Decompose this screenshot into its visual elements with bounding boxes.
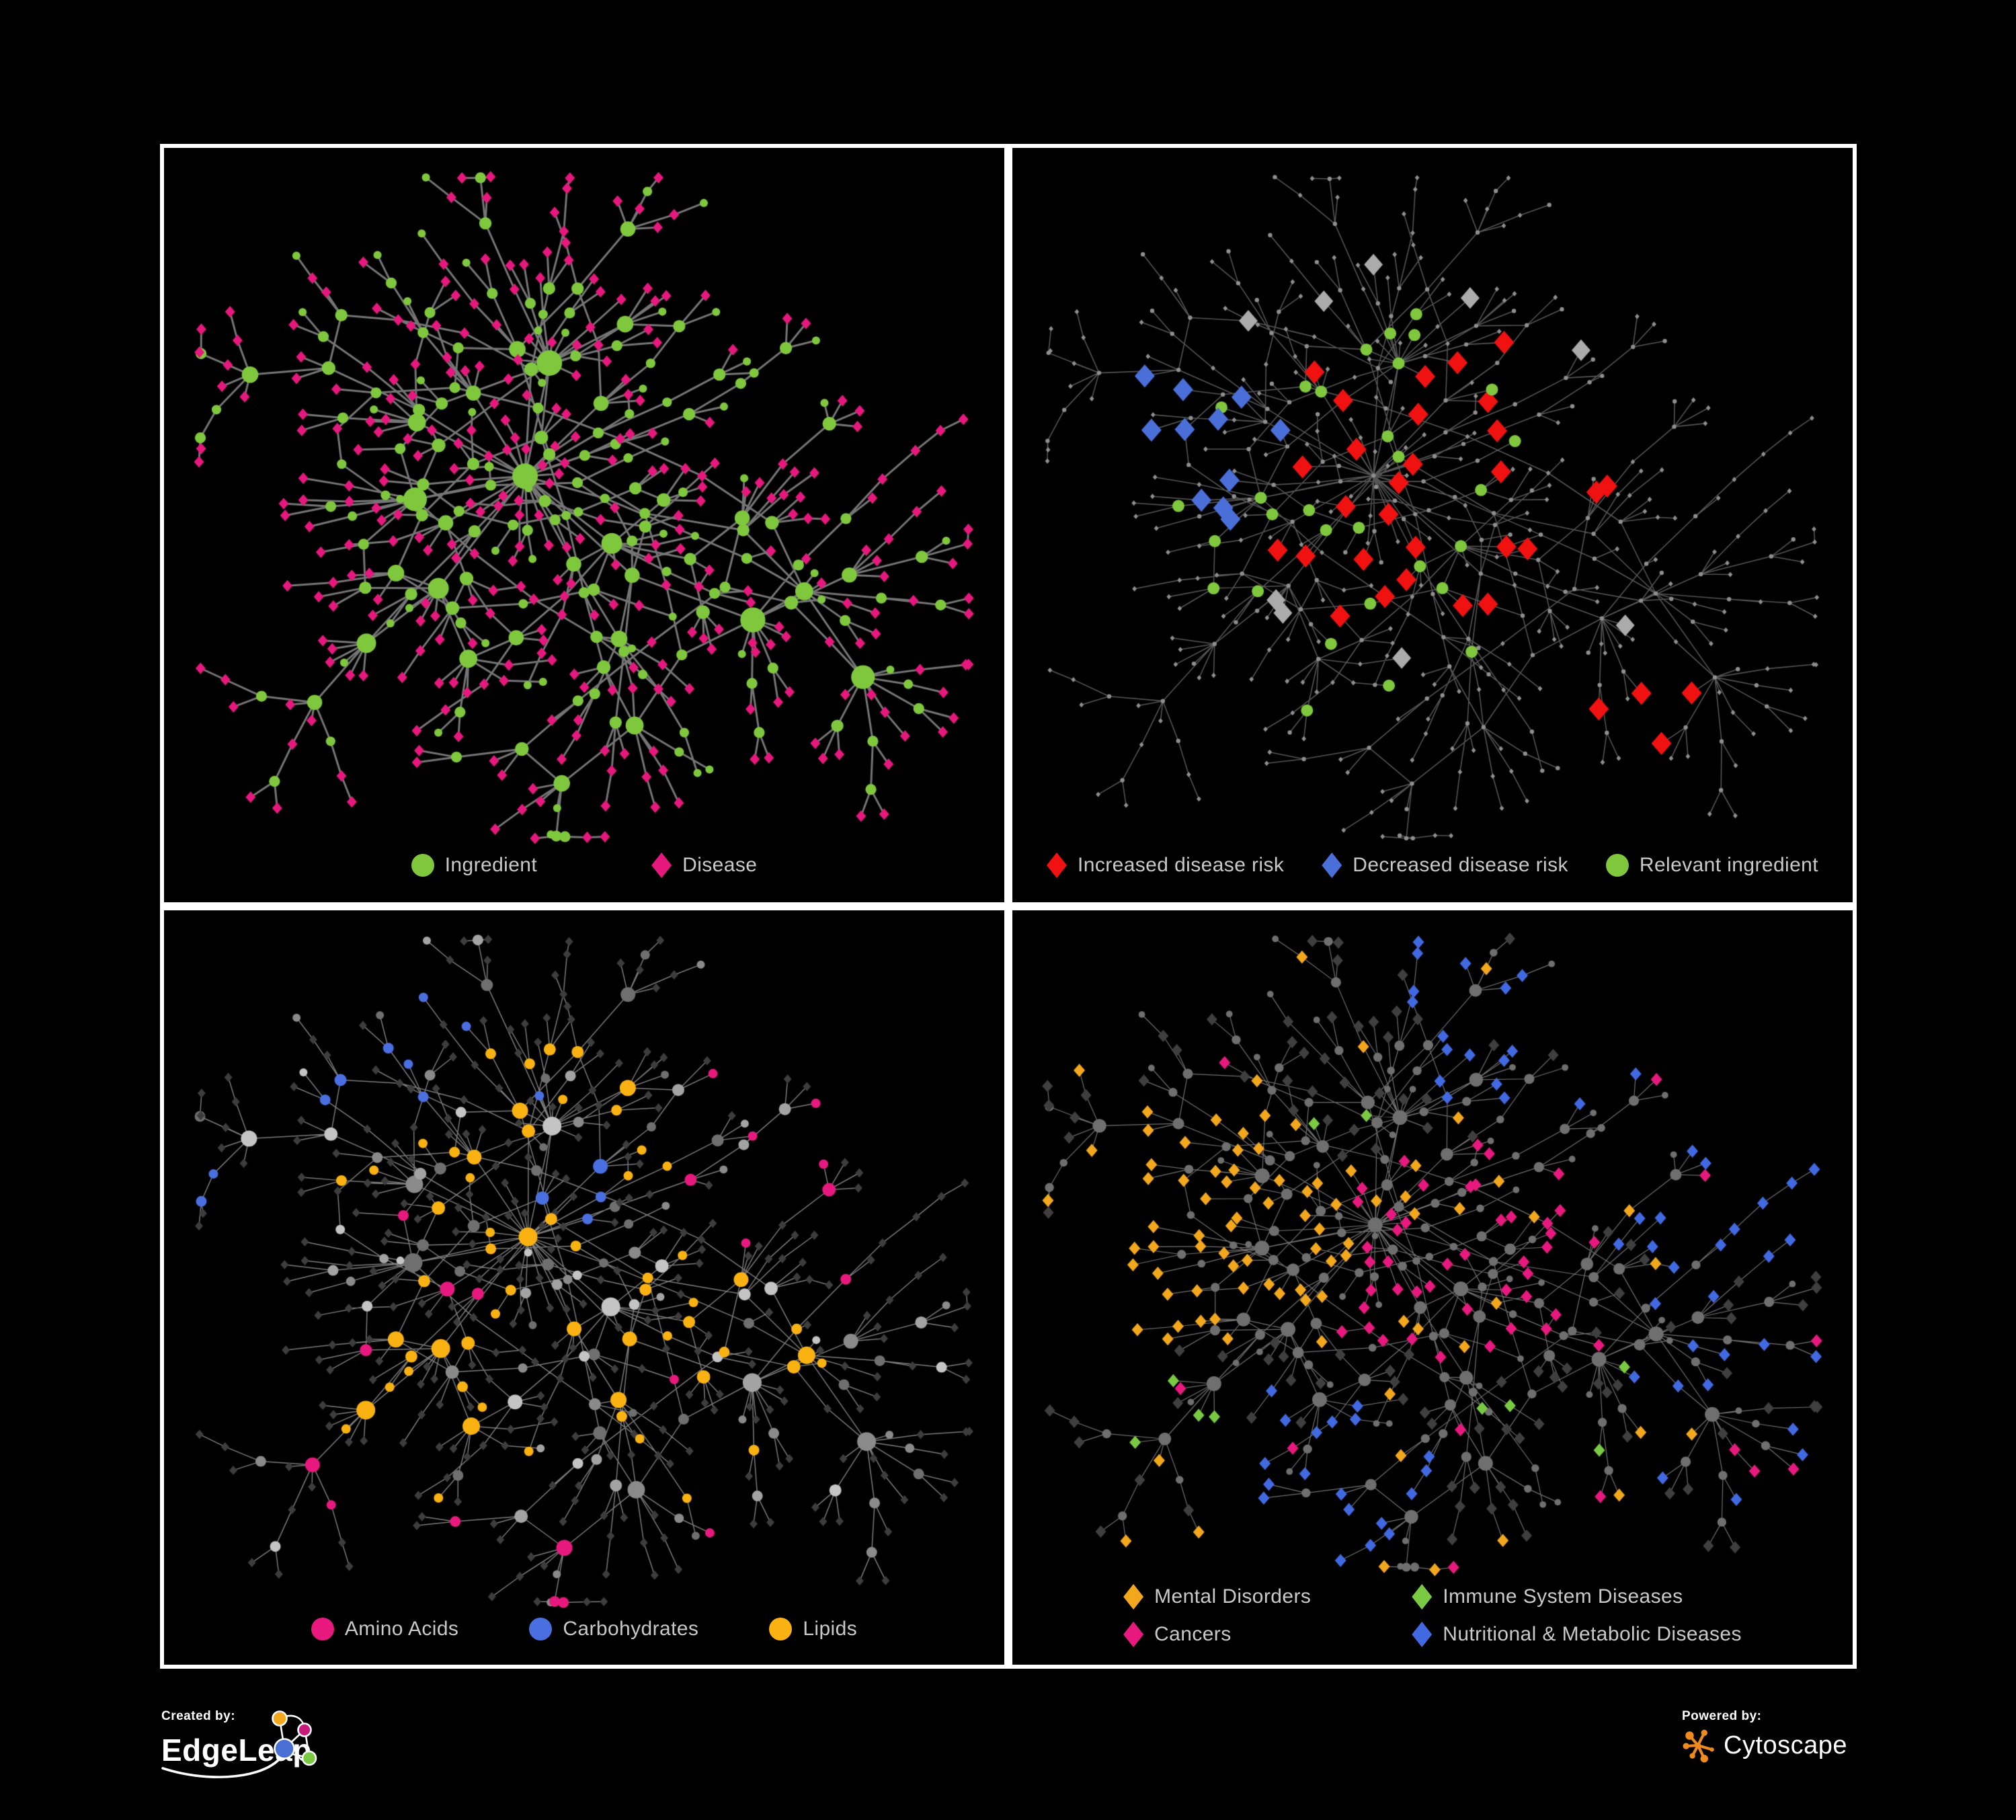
network-view-disease-risk [1012,148,1853,848]
panel-disease-risk: Increased disease risk Decreased disease… [1008,144,1857,906]
network-view-ingredient-disease [164,148,1004,848]
carbohydrates-circle-icon [529,1618,553,1640]
legend-item-disease: Disease [651,853,757,878]
panel-nutrient-classes: Amino Acids Carbohydrates Lipids [160,906,1008,1669]
legend-label: Immune System Diseases [1443,1585,1683,1608]
immune-system-diamond-icon [1412,1584,1433,1610]
legend-item-decreased-risk: Decreased disease risk [1322,853,1568,878]
legend-label: Carbohydrates [563,1618,699,1640]
legend-item-increased-risk: Increased disease risk [1047,853,1284,878]
powered-by-label: Powered by: [1682,1709,1762,1723]
legend-label: Disease [682,854,758,876]
legend-disease-risk: Increased disease risk Decreased disease… [1012,848,1853,902]
legend-item-immune-system-diseases: Immune System Diseases [1412,1584,1742,1610]
legend-label: Cancers [1154,1623,1232,1645]
cytoscape-wordmark: Cytoscape [1724,1731,1848,1759]
cytoscape-credit: Powered by: Cytoscape [1682,1709,1847,1764]
increased-risk-diamond-icon [1047,853,1067,878]
decreased-risk-diamond-icon [1322,853,1342,878]
panel-disease-classes: Mental Disorders Immune System Diseases … [1008,906,1857,1669]
legend-label: Decreased disease risk [1353,854,1568,876]
legend-label: Increased disease risk [1078,854,1285,876]
legend-label: Mental Disorders [1154,1585,1312,1608]
amino-acids-circle-icon [311,1618,334,1640]
lipids-circle-icon [769,1618,793,1640]
relevant-ingredient-circle-icon [1605,854,1629,877]
legend-ingredient-disease: Ingredient Disease [164,848,1004,902]
ingredient-circle-icon [411,854,434,877]
network-view-nutrient-classes [164,910,1004,1614]
legend-label: Nutritional & Metabolic Diseases [1443,1623,1742,1645]
network-view-disease-classes [1012,910,1853,1580]
legend-item-nutritional-metabolic: Nutritional & Metabolic Diseases [1412,1622,1742,1647]
cytoscape-logo-icon [1683,1729,1714,1763]
legend-item-relevant-ingredient: Relevant ingredient [1605,854,1818,877]
legend-item-mental-disorders: Mental Disorders [1123,1584,1311,1610]
legend-label: Relevant ingredient [1639,854,1818,876]
legend-item-ingredient: Ingredient [411,854,537,877]
legend-label: Lipids [803,1618,858,1640]
edgeleap-credit: Created by: EdgeLeap [161,1709,383,1800]
legend-item-amino-acids: Amino Acids [311,1618,458,1640]
mental-disorders-diamond-icon [1123,1584,1144,1610]
legend-item-lipids: Lipids [769,1618,857,1640]
legend-label: Amino Acids [344,1618,459,1640]
legend-item-cancers: Cancers [1123,1622,1311,1647]
panel-ingredient-disease: Ingredient Disease [160,144,1008,906]
legend-item-carbohydrates: Carbohydrates [529,1618,698,1640]
disease-diamond-icon [651,853,672,878]
created-by-label: Created by: [161,1709,236,1723]
legend-label: Ingredient [444,854,538,876]
cancers-diamond-icon [1123,1622,1144,1647]
legend-disease-classes: Mental Disorders Immune System Diseases … [1012,1580,1853,1665]
panel-grid: Ingredient Disease Increased disease ris… [160,144,1857,1669]
legend-nutrient-classes: Amino Acids Carbohydrates Lipids [164,1614,1004,1665]
nutritional-metabolic-diamond-icon [1412,1622,1433,1647]
edgeleap-logo-icon [161,1710,317,1778]
